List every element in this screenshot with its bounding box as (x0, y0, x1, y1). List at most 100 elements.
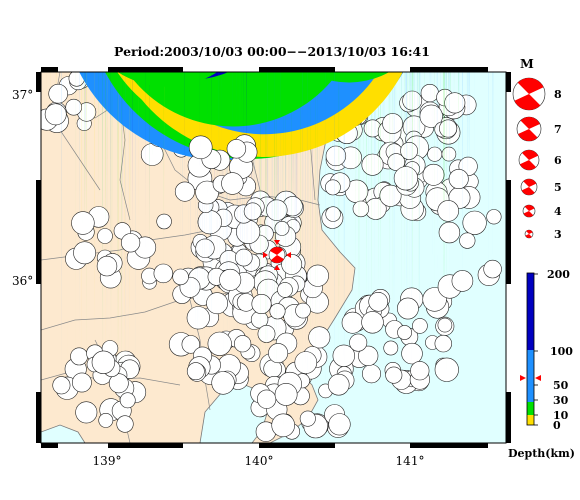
event-beachball-332 (412, 72, 428, 334)
event-beachball-351 (349, 72, 368, 352)
event-beachball-459 (451, 72, 474, 292)
frame-bar-bottom-1 (108, 443, 183, 448)
event-beachball-342 (434, 72, 452, 353)
event-beachball-421 (328, 72, 351, 436)
event-beachball-121 (422, 72, 445, 186)
event-beachball-457 (486, 72, 502, 225)
highlight-marker-right (286, 252, 291, 258)
event-beachball-352 (385, 72, 403, 384)
event-beachball-427 (271, 72, 296, 438)
frame-bar-left-0 (36, 72, 41, 92)
frame-bar-top-1 (108, 67, 183, 72)
mag-legend-ball-3 (524, 229, 534, 239)
depth-tick-200: 200 (547, 268, 570, 281)
mag-legend-ball-6 (518, 149, 540, 171)
lat-label-36: 36° (12, 274, 33, 288)
magnitude-legend: M 8 7 6 5 4 3 (512, 56, 562, 241)
event-beachball-431 (327, 72, 350, 396)
lat-label-37: 37° (12, 88, 33, 102)
frame-bar-bottom-2 (259, 443, 335, 448)
event-beachball-298 (306, 72, 329, 287)
highlighted-event (263, 240, 291, 270)
event-beachball-157 (325, 72, 347, 167)
depth-bar-segment-2 (527, 402, 534, 415)
event-beachball-305 (211, 72, 329, 395)
event-beachball-402 (73, 72, 207, 265)
mag-legend-ball-5 (520, 178, 538, 196)
event-beachball-426 (299, 72, 316, 427)
frame-bar-left-1 (36, 180, 41, 284)
frame-bar-bottom-3 (410, 443, 488, 448)
map-frame-ticks (36, 67, 511, 448)
event-beachball-378 (108, 72, 363, 394)
event-beachball-456 (459, 72, 476, 249)
event-beachball-348 (358, 72, 379, 367)
frame-bar-top-2 (259, 67, 335, 72)
event-beachball-338 (434, 72, 459, 382)
frame-bar-bottom-0 (41, 443, 58, 448)
event-beachball-297 (257, 72, 276, 343)
depth-tick-50: 50 (553, 379, 569, 392)
highlight-marker-bottom (274, 265, 280, 270)
event-beachball-154 (379, 72, 402, 207)
event-beachball-313 (383, 72, 399, 356)
event-beachball-357 (361, 72, 384, 334)
event-beachball-343 (332, 72, 355, 367)
event-beachball-113 (382, 72, 404, 134)
event-beachball-407 (71, 72, 95, 235)
depth-marker-left (520, 375, 526, 381)
lon-label-140: 140° (245, 454, 274, 468)
mag-legend-ball-4 (522, 204, 536, 218)
event-beachball-310 (186, 72, 329, 381)
depth-bar-segment-3 (527, 415, 534, 425)
event-beachball-48 (44, 72, 67, 126)
event-beachball-449 (226, 72, 247, 159)
event-beachball-149 (400, 72, 419, 160)
mag-legend-ball-7 (516, 116, 542, 142)
event-beachball-312 (251, 72, 272, 314)
frame-bar-right-1 (506, 180, 511, 284)
figure-title: Period:2003/10/03 00:00−−2013/10/03 16:4… (114, 44, 430, 59)
event-beachball-355 (368, 72, 389, 312)
event-beachball-460 (483, 72, 502, 279)
mag-label-6: 6 (554, 154, 562, 167)
frame-bar-top-0 (41, 67, 58, 72)
event-beachball-303 (186, 72, 210, 330)
event-beachball-286 (206, 72, 229, 315)
event-beachball-319 (361, 72, 381, 384)
mag-label-5: 5 (554, 181, 562, 194)
depth-tick-30: 30 (553, 394, 569, 407)
event-beachball-448 (188, 72, 213, 160)
event-beachball-388 (156, 72, 172, 230)
depth-bar-segment-0 (527, 273, 534, 350)
mag-label-4: 4 (554, 205, 562, 218)
event-beachball-436 (195, 72, 219, 205)
event-beachball-53 (48, 72, 69, 104)
lon-label-139: 139° (93, 454, 122, 468)
event-beachball-321 (401, 72, 423, 365)
event-beachball-453 (438, 72, 461, 244)
event-beachball-290 (268, 72, 289, 364)
frame-bar-right-2 (506, 392, 511, 443)
event-beachball-218 (235, 72, 253, 267)
mag-label-8: 8 (554, 88, 562, 101)
mag-label-7: 7 (554, 123, 562, 136)
event-beachball-299 (181, 72, 280, 354)
event-beachball-452 (437, 72, 460, 222)
frame-bar-left-2 (36, 392, 41, 443)
event-beachball-331 (437, 72, 453, 333)
event-beachball-405 (121, 72, 141, 253)
frame-bar-top-3 (410, 67, 488, 72)
depth-tick-10: 10 (553, 409, 569, 422)
bay-water-small (41, 424, 86, 443)
event-beachball-228 (274, 72, 290, 236)
event-beachball-450 (221, 72, 244, 195)
highlight-marker-top (274, 240, 280, 245)
event-beachball-444 (174, 72, 195, 202)
depth-bar-segment-1 (527, 350, 534, 402)
event-beachball-129 (444, 72, 466, 114)
event-beachball-159 (387, 72, 406, 171)
event-beachball-386 (119, 72, 379, 409)
event-beachball-132 (448, 72, 469, 190)
